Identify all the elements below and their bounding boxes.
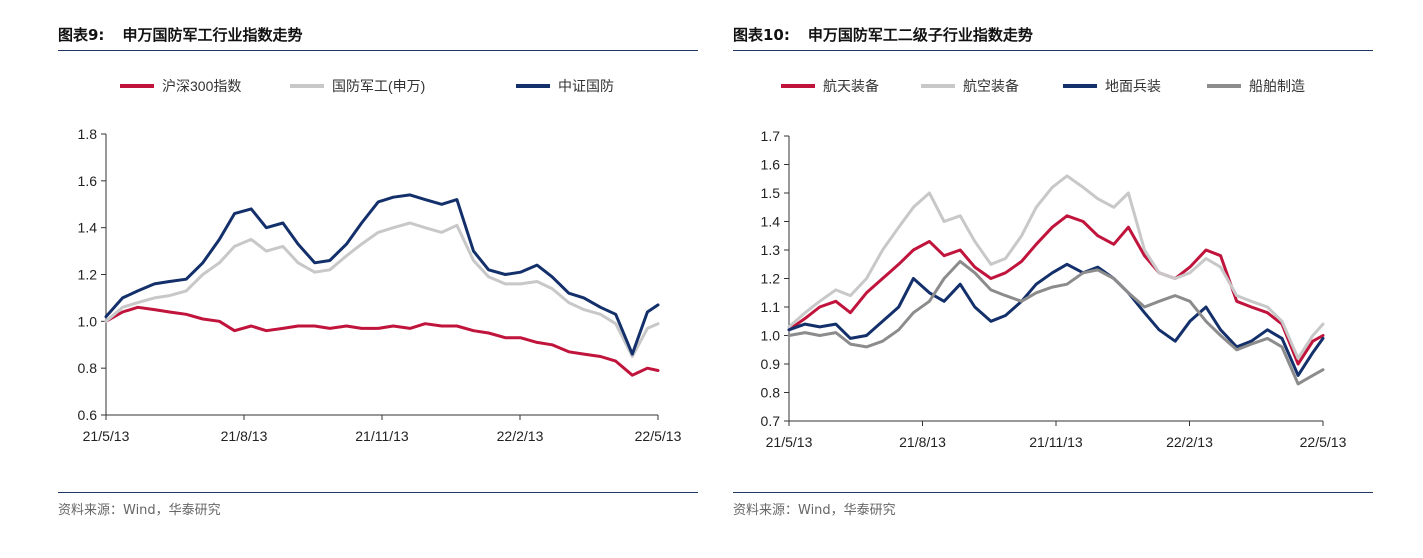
line-chart: 航天装备 航空装备 地面兵装 船舶制造 0.7 0.8 0.9 1.0 1.1 1.2 1.3 1.4… [761,78,1347,450]
source-note: 资料来源：Wind，华泰研究 [733,503,896,518]
x-tick-label: 22/5/13 [1300,434,1347,450]
series-line [787,214,1325,366]
x-tick-label: 22/2/13 [497,428,544,444]
y-tick-label: 0.7 [761,413,781,429]
y-tick-label: 1.0 [78,313,98,329]
chart-panel-1: 图表9: 申万国防军工行业指数走势 沪深300指数 国防军工(申万) 中证国防 0.6 0… [58,0,698,558]
y-tick-label: 1.4 [761,214,781,230]
y-tick-label: 1.0 [761,328,781,344]
legend-label: 沪深300指数 [162,78,241,94]
legend-label: 国防军工(申万) [332,78,425,94]
y-tick-label: 1.7 [761,128,781,144]
source-rule [733,492,1373,493]
y-tick-label: 1.2 [78,267,98,283]
y-tick-label: 0.6 [78,407,98,423]
series-line [104,193,660,356]
x-tick-label: 21/11/13 [355,428,409,444]
title-rule [58,50,698,51]
y-tick-label: 0.9 [761,356,781,372]
y-tick-label: 1.2 [761,271,781,287]
x-tick-label: 21/5/13 [83,428,130,444]
legend-label: 地面兵装 [1105,78,1161,94]
legend-label: 航空装备 [963,78,1019,94]
figure-label: 图表9: [58,26,105,44]
legend-label: 船舶制造 [1249,78,1305,94]
y-tick-label: 1.1 [761,299,781,315]
figure-title: 图表10: 申万国防军工二级子行业指数走势 [733,24,1033,45]
y-tick-label: 1.4 [78,220,98,236]
legend-label: 航天装备 [823,78,879,94]
source-rule [58,492,698,493]
y-tick-label: 1.8 [78,126,98,142]
series-line [104,305,660,377]
x-tick-label: 21/11/13 [1029,434,1083,450]
legend-label: 中证国防 [558,78,614,94]
figure-label: 图表10: [733,26,790,44]
chart-panel-2: 图表10: 申万国防军工二级子行业指数走势 航天装备 航空装备 地面兵装 船舶制造 0.7… [733,0,1373,558]
source-note: 资料来源：Wind，华泰研究 [58,503,221,518]
x-tick-label: 21/5/13 [766,434,813,450]
x-tick-label: 22/5/13 [635,428,682,444]
figure-title-text: 申万国防军工行业指数走势 [122,26,303,44]
series-line [787,174,1325,360]
x-tick-label: 22/2/13 [1166,434,1213,450]
figure-title: 图表9: 申万国防军工行业指数走势 [58,24,302,45]
y-tick-label: 1.5 [761,185,781,201]
series-line [104,221,660,358]
series-line [787,259,1325,386]
y-tick-label: 0.8 [761,385,781,401]
title-rule [733,50,1373,51]
y-tick-label: 1.6 [78,173,98,189]
y-tick-label: 0.8 [78,360,98,376]
series-line [787,262,1325,377]
x-tick-label: 21/8/13 [221,428,268,444]
x-tick-label: 21/8/13 [899,434,946,450]
y-tick-label: 1.6 [761,157,781,173]
line-chart: 沪深300指数 国防军工(申万) 中证国防 0.6 0.8 1.0 1.2 1.4 1.6 1.8… [78,78,682,444]
y-tick-label: 1.3 [761,242,781,258]
figure-title-text: 申万国防军工二级子行业指数走势 [807,26,1033,44]
